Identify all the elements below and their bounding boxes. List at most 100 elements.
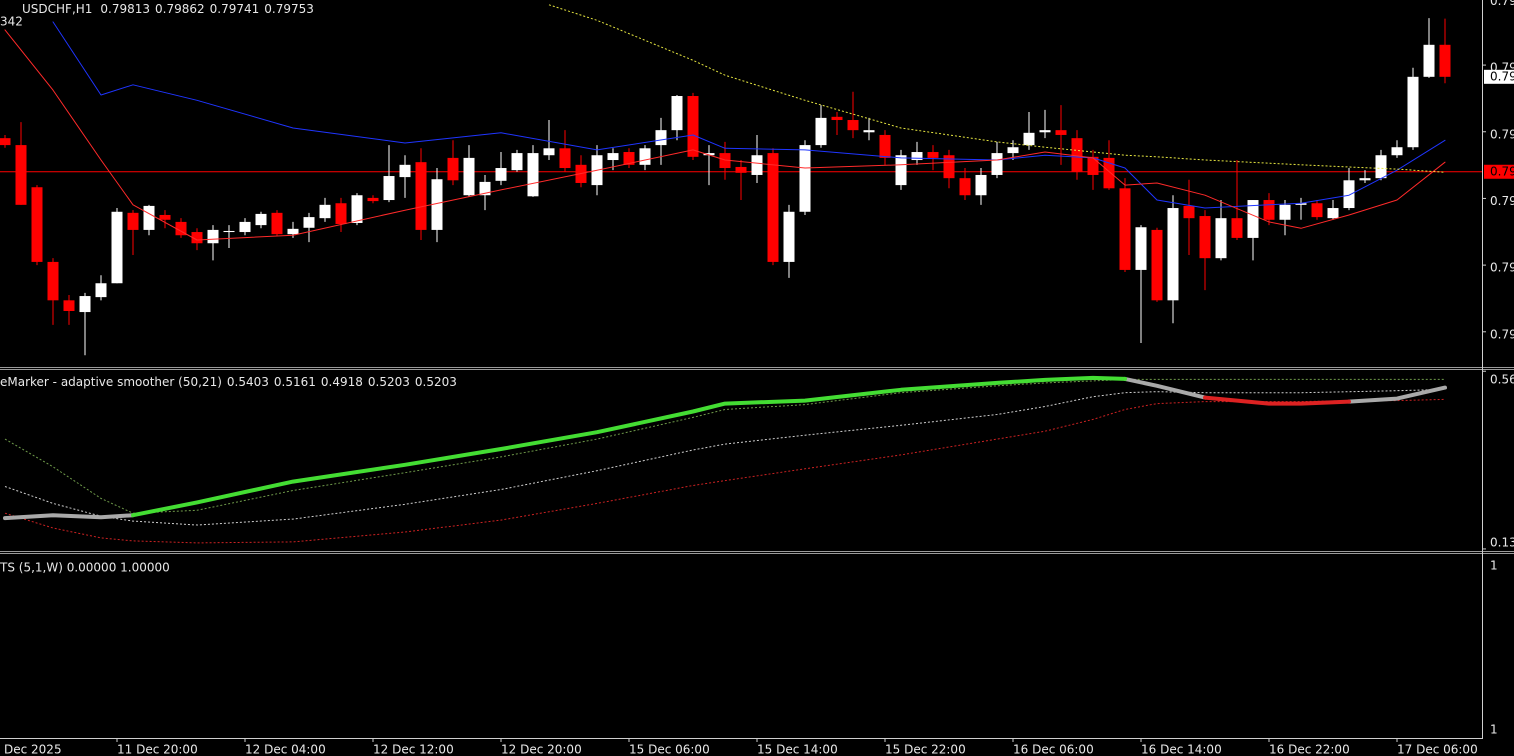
candle-body bbox=[1215, 218, 1227, 259]
candle-body bbox=[447, 157, 459, 181]
candle-body bbox=[335, 203, 347, 225]
header-low: 0.79741 bbox=[210, 2, 260, 16]
y-tick-label: 0.79 bbox=[1490, 127, 1514, 141]
indicator-title: eMarker - adaptive smoother (50,21) bbox=[0, 375, 222, 389]
candle-body bbox=[223, 230, 235, 233]
candle-body bbox=[1199, 216, 1211, 259]
header-open: 0.79813 bbox=[100, 2, 150, 16]
candle-body bbox=[367, 197, 379, 202]
candle-body bbox=[463, 157, 475, 196]
candle-body bbox=[255, 213, 267, 226]
x-tick-label: 12 Dec 20:00 bbox=[501, 743, 582, 756]
candle-body bbox=[735, 166, 747, 173]
candle-body bbox=[815, 117, 827, 146]
candle-body bbox=[495, 168, 507, 181]
indicator-line bbox=[1203, 395, 1351, 406]
y-tick-label: 0.79 bbox=[1490, 327, 1514, 341]
candle-body bbox=[1423, 44, 1435, 77]
panel3-axis-label: 1 bbox=[1490, 723, 1498, 737]
header-high: 0.79862 bbox=[155, 2, 205, 16]
candle-body bbox=[95, 283, 107, 298]
candle-body bbox=[831, 116, 843, 121]
x-tick-label: 16 Dec 14:00 bbox=[1141, 743, 1222, 756]
candle-body bbox=[1407, 76, 1419, 148]
indicator-panel bbox=[3, 375, 1447, 544]
candle-body bbox=[1359, 178, 1371, 181]
candle-body bbox=[1119, 188, 1131, 270]
indicator-line bbox=[131, 375, 1127, 518]
indicator-header: eMarker - adaptive smoother (50,21) 0.540… bbox=[0, 375, 457, 389]
candle-body bbox=[175, 221, 187, 236]
candle-body bbox=[703, 153, 715, 156]
y-tick-label: 0.79 bbox=[1490, 0, 1514, 8]
candle-body bbox=[303, 217, 315, 228]
candle-body bbox=[559, 148, 571, 169]
candle-body bbox=[191, 232, 203, 244]
candle-body bbox=[1279, 204, 1291, 220]
panel3-header: TS (5,1,W) 0.00000 1.00000 bbox=[0, 561, 170, 575]
indicator-value: 0.5203 bbox=[368, 375, 410, 389]
candle-body bbox=[863, 130, 875, 133]
x-tick-label: 15 Dec 22:00 bbox=[885, 743, 966, 756]
candle-body bbox=[479, 181, 491, 196]
candle-body bbox=[1167, 208, 1179, 301]
candle-body bbox=[1151, 229, 1163, 301]
chart-subheader: 342 bbox=[0, 15, 23, 29]
candle-body bbox=[1327, 208, 1339, 219]
candle-body bbox=[287, 228, 299, 235]
candle-body bbox=[79, 296, 91, 313]
candle-body bbox=[271, 212, 283, 235]
candle-body bbox=[1231, 218, 1243, 238]
indicator-line bbox=[4, 398, 1446, 544]
candle-body bbox=[959, 178, 971, 196]
candle-body bbox=[1087, 156, 1099, 175]
candle-body bbox=[47, 261, 59, 301]
indicator-line bbox=[4, 378, 1445, 514]
indicator-value: 0.5161 bbox=[274, 375, 316, 389]
candle-body bbox=[719, 153, 731, 169]
y-tick-label: 0.79 bbox=[1490, 194, 1514, 208]
candle-body bbox=[511, 153, 523, 171]
chart-header: USDCHF,H1 0.79813 0.79862 0.79741 0.79753 bbox=[22, 2, 314, 16]
price-panel bbox=[0, 4, 1482, 356]
candle-body bbox=[655, 130, 667, 146]
candle-body bbox=[1135, 227, 1147, 270]
candle-body bbox=[15, 145, 27, 205]
candle-body bbox=[1023, 132, 1035, 146]
candle-body bbox=[1391, 147, 1403, 156]
candle-body bbox=[127, 212, 139, 230]
x-tick-label: 12 Dec 04:00 bbox=[245, 743, 326, 756]
indicator-line bbox=[548, 4, 1446, 173]
candle-body bbox=[1311, 203, 1323, 218]
x-tick-label: 15 Dec 06:00 bbox=[629, 743, 710, 756]
candle-body bbox=[1343, 180, 1355, 209]
y-tick-label: 0.56 bbox=[1490, 373, 1514, 387]
candle-body bbox=[1055, 130, 1067, 135]
candle-body bbox=[111, 211, 123, 284]
candle-body bbox=[351, 195, 363, 223]
candle-body bbox=[159, 214, 171, 220]
indicator-line bbox=[52, 21, 1446, 209]
candle-body bbox=[319, 204, 331, 219]
candle-body bbox=[1103, 157, 1115, 189]
candle-body bbox=[1007, 147, 1019, 154]
current-price: 0.79753 bbox=[1490, 69, 1514, 83]
candle-body bbox=[767, 153, 779, 262]
candle-body bbox=[639, 148, 651, 165]
candle-body bbox=[607, 153, 619, 161]
indicator-value: 0.5203 bbox=[415, 375, 457, 389]
candle-body bbox=[783, 211, 795, 262]
y-tick-label: 0.13 bbox=[1490, 536, 1514, 550]
indicator-value: 0.5403 bbox=[227, 375, 269, 389]
x-tick-label: 16 Dec 06:00 bbox=[1013, 743, 1094, 756]
x-tick-label: 11 Dec 20:00 bbox=[117, 743, 198, 756]
candle-body bbox=[239, 221, 251, 233]
candle-body bbox=[671, 96, 683, 131]
candle-body bbox=[527, 153, 539, 197]
indicator-line bbox=[3, 376, 1447, 521]
line-price: 0.79575 bbox=[1490, 164, 1514, 178]
candle-body bbox=[895, 155, 907, 186]
candle-body bbox=[911, 152, 923, 161]
candle-body bbox=[847, 120, 859, 131]
